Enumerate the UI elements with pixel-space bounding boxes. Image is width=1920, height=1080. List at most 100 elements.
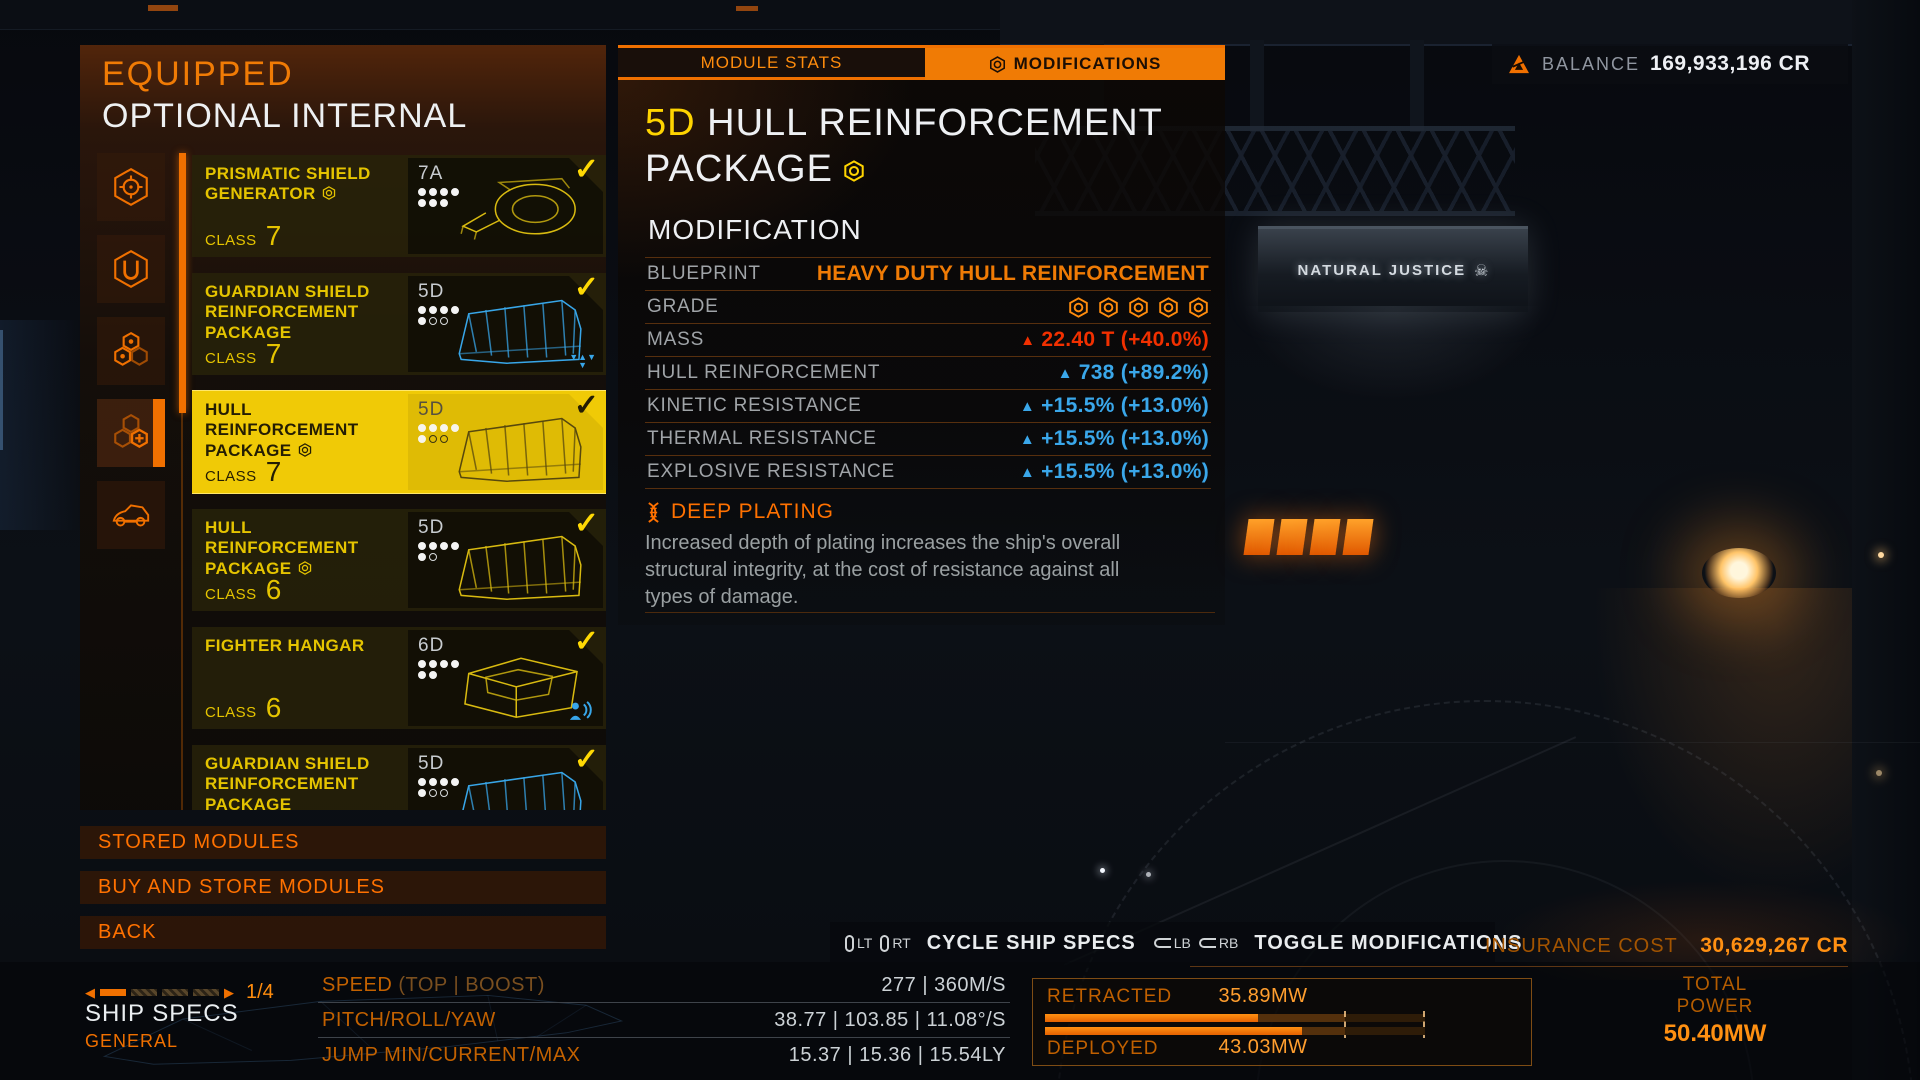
next-page-arrow[interactable]: ▶ bbox=[224, 984, 234, 1000]
module-item-text: FIGHTER HANGAR CLASS 6 bbox=[192, 627, 408, 729]
module-class-label: CLASS bbox=[205, 704, 257, 721]
module-list-item[interactable]: GUARDIAN SHIELD REINFORCEMENT PACKAGE 5D ✓ bbox=[192, 743, 606, 810]
pip-filled bbox=[440, 660, 448, 668]
stat-row: GRADE bbox=[645, 291, 1211, 324]
spec-value: 38.77 | 103.85 | 11.08°/S bbox=[774, 1008, 1006, 1031]
hazard-mark bbox=[736, 6, 758, 11]
module-item-text: GUARDIAN SHIELD REINFORCEMENT PACKAGE bbox=[192, 745, 408, 810]
sidebar-item-hardpoints[interactable] bbox=[97, 153, 165, 221]
support-beam bbox=[1250, 40, 1264, 132]
module-name: GUARDIAN SHIELD REINFORCEMENT PACKAGE bbox=[205, 754, 370, 810]
module-list-item[interactable]: HULL REINFORCEMENT PACKAGE CLASS 7 5D ✓ bbox=[192, 389, 606, 493]
engineered-icon bbox=[322, 186, 336, 200]
floor-light bbox=[1100, 868, 1105, 873]
module-list-item[interactable]: PRISMATIC SHIELD GENERATOR CLASS 7 7A ✓ bbox=[192, 155, 606, 257]
sidebar-selected-indicator bbox=[153, 399, 165, 467]
retracted-label: RETRACTED bbox=[1047, 986, 1173, 1007]
module-size-pips bbox=[418, 778, 459, 800]
pip-filled bbox=[451, 778, 459, 786]
module-list-item[interactable]: HULL REINFORCEMENT PACKAGE CLASS 6 5D ✓ bbox=[192, 507, 606, 611]
engineered-icon bbox=[298, 443, 312, 457]
back-button[interactable]: BACK bbox=[80, 916, 606, 949]
module-title: 5D HULL REINFORCEMENT PACKAGE bbox=[645, 100, 1205, 192]
detail-panel bbox=[618, 80, 1225, 625]
guardian-tech-icon: ▼▲▼ ▼ bbox=[569, 352, 596, 370]
total-power: TOTAL POWER 50.40MW bbox=[1645, 974, 1785, 1050]
stat-label: BLUEPRINT bbox=[647, 263, 761, 284]
pip-filled bbox=[440, 542, 448, 550]
arrow-up-icon: ▲ bbox=[1019, 430, 1036, 448]
module-list-item[interactable]: GUARDIAN SHIELD REINFORCEMENT PACKAGE CLA… bbox=[192, 271, 606, 375]
pip-filled bbox=[429, 424, 437, 432]
module-list-item[interactable]: FIGHTER HANGAR CLASS 6 6D ✓ bbox=[192, 625, 606, 729]
left-buttons: STORED MODULES BUY AND STORE MODULES BACK bbox=[80, 826, 606, 961]
retracted-bar-fill bbox=[1045, 1014, 1258, 1022]
module-thumbnail: 6D bbox=[408, 630, 603, 726]
stat-row: MASS ▲ 22.40 T (+40.0%) bbox=[645, 324, 1211, 357]
module-rating: 5D bbox=[418, 517, 445, 538]
controller-hints: LT RT CYCLE SHIP SPECS LB RB TOGGLE MODIFICAT… bbox=[845, 929, 1541, 957]
tab-modifications[interactable]: MODIFICATIONS bbox=[925, 48, 1225, 80]
stat-row: THERMAL RESISTANCE ▲ +15.5% (+13.0%) bbox=[645, 423, 1211, 456]
stat-value-text: +15.5% (+13.0%) bbox=[1041, 460, 1209, 483]
ship-specs-title: SHIP SPECS bbox=[85, 1000, 239, 1027]
grade-pip-icon bbox=[1188, 297, 1209, 318]
sidebar-item-livery[interactable] bbox=[97, 481, 165, 549]
controller-button-lt: LT bbox=[845, 934, 872, 952]
stat-row: EXPLOSIVE RESISTANCE ▲ +15.5% (+13.0%) bbox=[645, 456, 1211, 489]
power-bars bbox=[1045, 1011, 1425, 1040]
hull-reinforcement-thumbnail bbox=[447, 409, 595, 485]
grade-pip-icon bbox=[1158, 297, 1179, 318]
modification-heading: MODIFICATION bbox=[648, 214, 862, 245]
experimental-effect-name: DEEP PLATING bbox=[671, 500, 834, 523]
pip-filled bbox=[418, 306, 426, 314]
detail-tabs: MODULE STATS MODIFICATIONS bbox=[618, 45, 1225, 80]
stored-modules-button[interactable]: STORED MODULES bbox=[80, 826, 606, 859]
list-scrollbar[interactable] bbox=[179, 153, 186, 413]
tab-module-stats[interactable]: MODULE STATS bbox=[618, 48, 925, 80]
stat-label: GRADE bbox=[647, 296, 719, 317]
deployed-value: 43.03MW bbox=[1218, 1036, 1308, 1058]
insurance-value: 30,629,267 CR bbox=[1700, 934, 1848, 957]
stat-value: ▲ +15.5% (+13.0%) bbox=[1020, 394, 1209, 418]
controller-lb-icon bbox=[1153, 938, 1171, 948]
spec-row: SPEED (TOP | BOOST) 277 | 360M/S bbox=[318, 968, 1010, 1003]
balance-label: BALANCE bbox=[1542, 53, 1641, 74]
module-rating: 5D bbox=[418, 399, 445, 420]
retracted-value: 35.89MW bbox=[1218, 985, 1308, 1007]
pip-hollow bbox=[429, 789, 437, 797]
equipped-check-icon: ✓ bbox=[573, 389, 599, 422]
sidebar-item-optional-internal[interactable] bbox=[97, 399, 165, 467]
module-name: FIGHTER HANGAR bbox=[205, 636, 365, 655]
prev-page-arrow[interactable]: ◀ bbox=[85, 984, 95, 1000]
crew-telepresence-icon bbox=[568, 701, 594, 721]
stat-label: KINETIC RESISTANCE bbox=[647, 395, 862, 416]
stat-value-text: HEAVY DUTY HULL REINFORCEMENT bbox=[816, 262, 1209, 285]
spec-pagination: ◀ ▶ 1/4 bbox=[85, 981, 274, 1004]
sidebar-item-utility-mounts[interactable] bbox=[97, 235, 165, 303]
page-indicator: 1/4 bbox=[246, 981, 274, 1003]
engineered-icon bbox=[843, 160, 865, 182]
buy-and-store-modules-button[interactable]: BUY AND STORE MODULES bbox=[80, 871, 606, 904]
module-class-value: 6 bbox=[265, 574, 282, 605]
floor-light bbox=[1146, 872, 1151, 877]
pip-row bbox=[418, 188, 459, 196]
retracted-bar bbox=[1045, 1011, 1425, 1038]
detail-panel-tint bbox=[618, 80, 918, 280]
pip-filled bbox=[429, 188, 437, 196]
sidebar-item-core-internal[interactable] bbox=[97, 317, 165, 385]
module-size-pips bbox=[418, 660, 459, 682]
list-scrollbar-track bbox=[181, 413, 183, 810]
pip-row bbox=[418, 778, 459, 786]
panel-title: EQUIPPED bbox=[102, 55, 294, 93]
footer-shade bbox=[0, 962, 1920, 1080]
stat-value: ▲ +15.5% (+13.0%) bbox=[1020, 460, 1209, 484]
stat-label: THERMAL RESISTANCE bbox=[647, 428, 877, 449]
pip-filled bbox=[451, 542, 459, 550]
pip-filled bbox=[418, 317, 426, 325]
pip-filled bbox=[451, 188, 459, 196]
module-class-label: CLASS bbox=[205, 232, 257, 249]
equipped-check-icon: ✓ bbox=[573, 507, 599, 540]
module-title-line2: PACKAGE bbox=[645, 148, 833, 190]
